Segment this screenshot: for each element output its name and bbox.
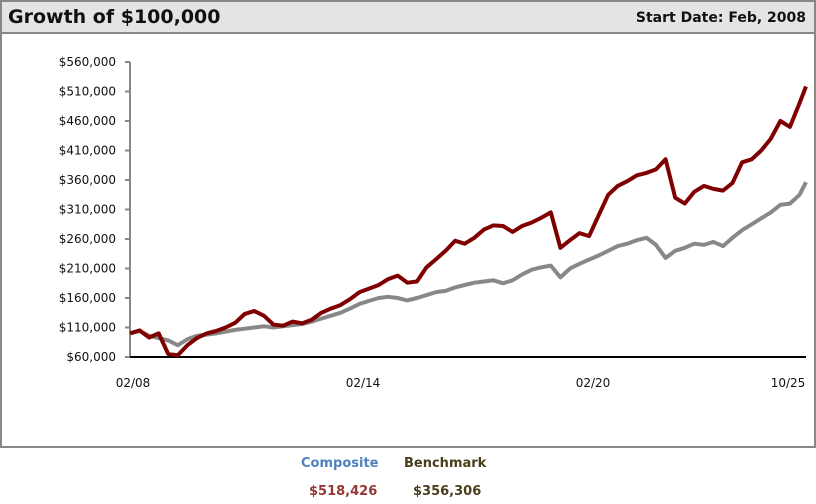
svg-text:$310,000: $310,000: [59, 203, 116, 217]
svg-text:$410,000: $410,000: [59, 144, 116, 158]
svg-text:$60,000: $60,000: [66, 350, 116, 364]
growth-line-chart: $60,000 $110,000 $160,000 $210,000 $260,000 $…: [59, 55, 808, 390]
chart-title: Growth of $100,000: [8, 6, 221, 28]
svg-text:$260,000: $260,000: [59, 232, 116, 246]
legend-composite-label: Composite: [301, 456, 379, 471]
composite-final-value: $518,426: [309, 484, 378, 499]
chart-header: Growth of $100,000 Start Date: Feb, 2008: [0, 0, 816, 34]
svg-text:$110,000: $110,000: [59, 321, 116, 335]
svg-text:02/08: 02/08: [116, 376, 151, 390]
start-date-label: Start Date: Feb, 2008: [635, 10, 806, 26]
svg-text:10/25: 10/25: [771, 376, 806, 390]
chart-frame: [0, 32, 816, 448]
y-axis: $60,000 $110,000 $160,000 $210,000 $260,000 $…: [59, 55, 131, 364]
svg-text:02/20: 02/20: [576, 376, 611, 390]
svg-text:$510,000: $510,000: [59, 85, 116, 99]
benchmark-final-value: $356,306: [413, 484, 482, 499]
x-axis: 02/08 02/14 02/20 10/25: [116, 356, 806, 390]
svg-text:$460,000: $460,000: [59, 114, 116, 128]
svg-text:$560,000: $560,000: [59, 55, 116, 69]
legend-benchmark-label: Benchmark: [404, 456, 487, 471]
svg-text:$160,000: $160,000: [59, 291, 116, 305]
svg-text:$360,000: $360,000: [59, 173, 116, 187]
svg-text:$210,000: $210,000: [59, 262, 116, 276]
svg-text:02/14: 02/14: [346, 376, 381, 390]
benchmark-line: [129, 181, 808, 348]
composite-line: [129, 85, 808, 358]
